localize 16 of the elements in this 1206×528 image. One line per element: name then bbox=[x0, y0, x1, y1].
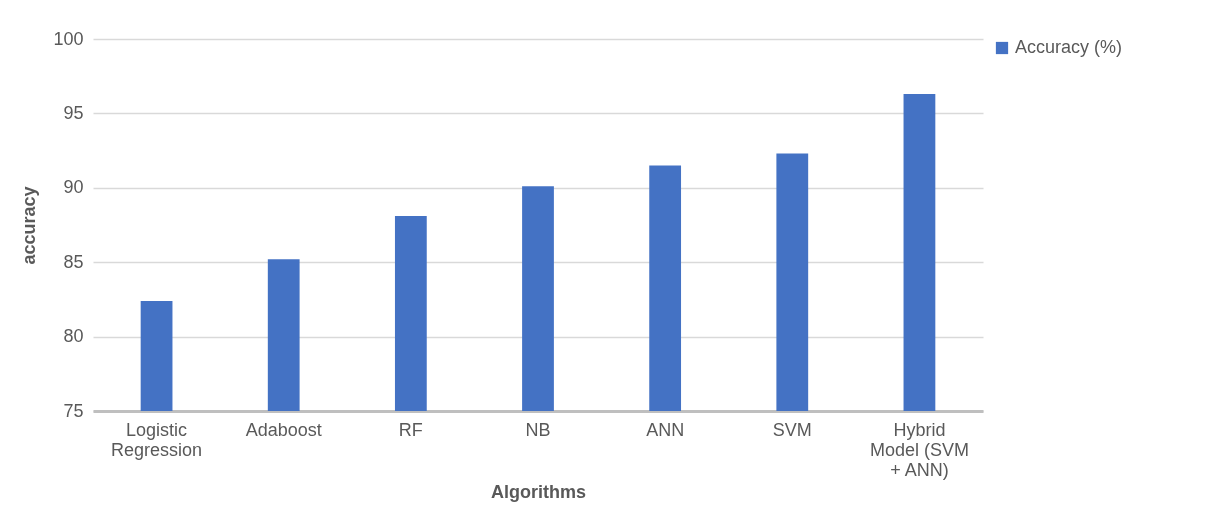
x-tick-label: Hybrid Model (SVM + ANN) bbox=[869, 419, 969, 480]
y-tick-label: 90 bbox=[63, 177, 84, 198]
x-tick-label: SVM bbox=[772, 419, 812, 440]
y-axis-title: accuracy bbox=[19, 186, 40, 265]
x-tick-label: ANN bbox=[646, 419, 685, 440]
x-tick-label: RF bbox=[398, 419, 423, 440]
x-tick-label: Logistic Regression bbox=[111, 419, 203, 460]
y-tick-label: 85 bbox=[63, 251, 84, 272]
y-tick-label: 95 bbox=[63, 102, 84, 123]
legend-label: Accuracy (%) bbox=[1015, 37, 1123, 57]
x-axis-title: Algorithms bbox=[490, 481, 587, 502]
x-tick-label: NB bbox=[525, 419, 551, 440]
x-tick-label: Adaboost bbox=[245, 419, 322, 440]
y-tick-label: 80 bbox=[63, 326, 84, 347]
y-tick-label: 75 bbox=[63, 400, 84, 421]
y-tick-label: 100 bbox=[53, 28, 84, 49]
